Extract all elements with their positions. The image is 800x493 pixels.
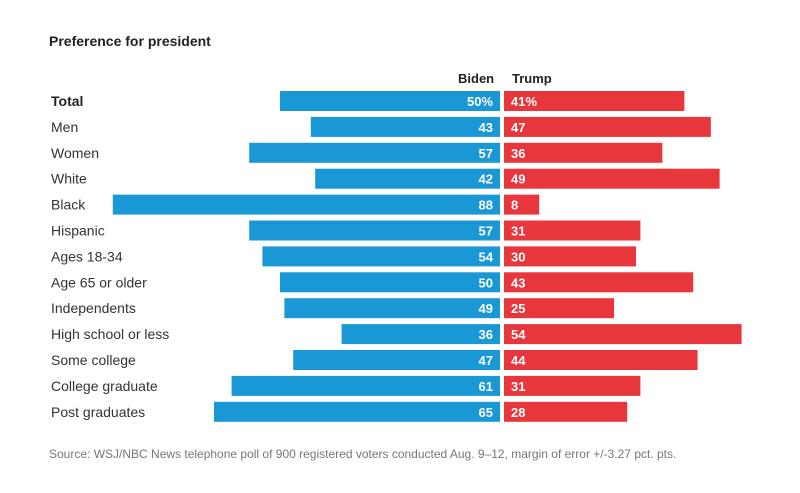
bar-trump [504, 272, 693, 292]
value-label-trump: 41% [511, 94, 537, 109]
bar-biden [280, 272, 500, 292]
value-label-biden: 65 [479, 405, 493, 420]
category-label: Post graduates [51, 404, 145, 420]
bar-biden [249, 221, 500, 241]
value-label-trump: 43 [511, 275, 525, 290]
category-label: Men [51, 119, 78, 135]
bar-trump [504, 195, 539, 215]
value-label-trump: 54 [511, 327, 526, 342]
bar-biden [232, 376, 500, 396]
category-label: White [51, 171, 87, 187]
diverging-bar-chart: Total 50% 41% Men 43 47 Women 57 36 White 42 49 Blac… [0, 0, 800, 440]
bar-biden [315, 169, 500, 189]
value-label-biden: 47 [479, 353, 493, 368]
value-label-trump: 49 [511, 172, 525, 187]
value-label-biden: 42 [479, 172, 493, 187]
category-label: Age 65 or older [51, 274, 147, 290]
category-label: Some college [51, 352, 136, 368]
value-label-biden: 88 [479, 198, 493, 213]
value-label-trump: 31 [511, 224, 525, 239]
bar-biden [113, 195, 500, 215]
category-label: Women [51, 145, 99, 161]
value-label-biden: 50 [479, 275, 493, 290]
value-label-biden: 57 [479, 146, 493, 161]
category-label: Independents [51, 300, 136, 316]
value-label-trump: 47 [511, 120, 525, 135]
value-label-trump: 31 [511, 379, 525, 394]
bar-biden [214, 402, 500, 422]
value-label-biden: 57 [479, 224, 493, 239]
category-label: Hispanic [51, 223, 105, 239]
category-label: Total [51, 93, 83, 109]
value-label-trump: 8 [511, 198, 518, 213]
value-label-biden: 50% [467, 94, 493, 109]
category-label: High school or less [51, 326, 169, 342]
bar-biden [293, 350, 500, 370]
value-label-trump: 44 [511, 353, 526, 368]
category-label: Black [51, 197, 86, 213]
category-label: College graduate [51, 378, 158, 394]
value-label-trump: 30 [511, 249, 525, 264]
value-label-biden: 61 [479, 379, 493, 394]
value-label-biden: 43 [479, 120, 493, 135]
source-note: Source: WSJ/NBC News telephone poll of 9… [49, 447, 676, 461]
bar-trump [504, 143, 662, 163]
bar-biden [249, 143, 500, 163]
value-label-biden: 54 [479, 249, 494, 264]
bar-trump [504, 324, 742, 344]
bar-biden [311, 117, 500, 137]
bar-biden [342, 324, 500, 344]
value-label-biden: 36 [479, 327, 493, 342]
value-label-trump: 36 [511, 146, 525, 161]
bar-trump [504, 169, 720, 189]
value-label-trump: 28 [511, 405, 525, 420]
bar-biden [262, 246, 500, 266]
value-label-biden: 49 [479, 301, 493, 316]
category-label: Ages 18-34 [51, 248, 123, 264]
value-label-trump: 25 [511, 301, 525, 316]
bar-biden [284, 298, 500, 318]
bar-trump [504, 350, 698, 370]
bar-trump [504, 117, 711, 137]
